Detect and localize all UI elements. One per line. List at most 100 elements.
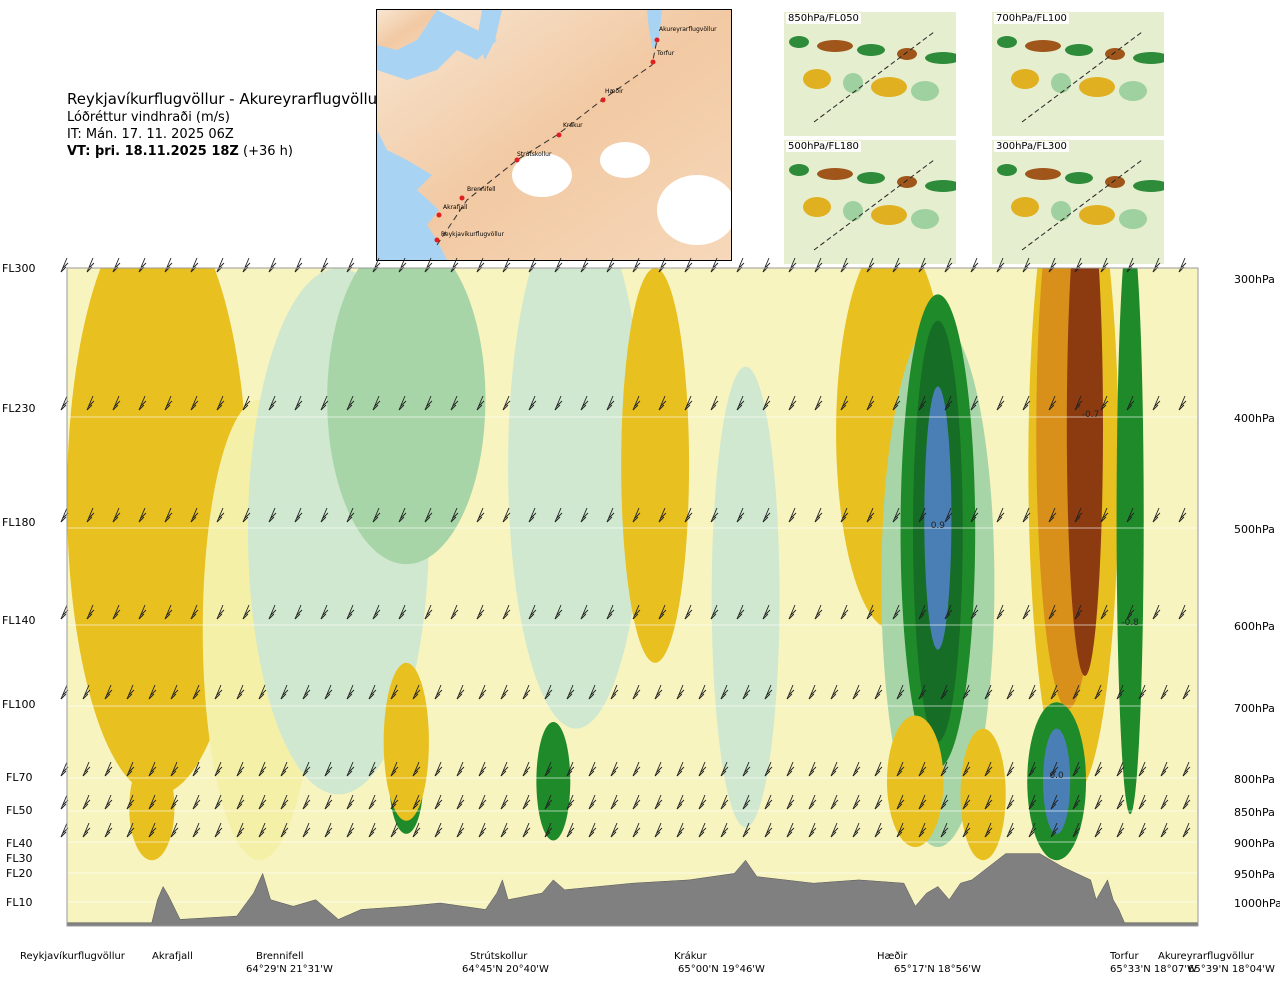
wind-barb (606, 507, 615, 523)
wind-barb (192, 761, 201, 777)
wind-barb (1074, 604, 1083, 620)
wind-barb (478, 822, 487, 838)
thumbnail-500hpa[interactable]: 500hPa/FL180 (784, 140, 956, 264)
wind-barb (554, 395, 563, 411)
wind-barb (502, 395, 511, 411)
wind-barb (830, 794, 839, 810)
wind-barb (1074, 395, 1083, 411)
thumbnail-field-patch (803, 69, 831, 89)
thumbnail-field-patch (1065, 172, 1093, 184)
wind-barb (1160, 761, 1169, 777)
wind-barb (236, 822, 245, 838)
wind-barb (112, 395, 121, 411)
wind-barb (164, 507, 173, 523)
thumbnail-700hpa[interactable]: 700hPa/FL100 (992, 12, 1164, 136)
wind-barb (412, 761, 421, 777)
blob-up (536, 722, 571, 841)
wind-barb (1126, 507, 1135, 523)
wind-barb (148, 761, 157, 777)
wind-barb (710, 507, 719, 523)
wind-barb (720, 761, 729, 777)
wind-barb (840, 507, 849, 523)
wind-barb (126, 684, 135, 700)
thumbnail-route-line (813, 31, 935, 123)
wind-barb (372, 395, 381, 411)
fl-label-50: FL50 (6, 804, 33, 817)
wind-barb (698, 794, 707, 810)
thumbnail-field-patch (897, 48, 917, 60)
map-label-torfur: Torfur (657, 50, 675, 57)
wind-barb (528, 395, 537, 411)
wind-barb (214, 761, 223, 777)
thumbnail-label: 700hPa/FL100 (994, 13, 1069, 24)
wind-barb (962, 684, 971, 700)
wind-barb (170, 761, 179, 777)
initial-time: IT: Mán. 17. 11. 2025 06Z (67, 127, 234, 142)
thumbnail-field-patch (1025, 168, 1061, 180)
wind-barb (242, 395, 251, 411)
wind-barb (874, 761, 883, 777)
wind-barb (500, 822, 509, 838)
fl-label-140: FL140 (2, 614, 36, 627)
wind-barb (148, 684, 157, 700)
wind-barb (736, 507, 745, 523)
wind-barb (104, 794, 113, 810)
wind-barb (368, 822, 377, 838)
blob-weak-up (711, 366, 780, 828)
wind-barb (214, 684, 223, 700)
wind-barb (940, 761, 949, 777)
wind-barb (632, 822, 641, 838)
station-brennifell: Brennifell (256, 951, 304, 962)
wind-barb (368, 761, 377, 777)
thumbnail-field-patch (1133, 180, 1164, 192)
wind-barb (372, 507, 381, 523)
wind-barb (1050, 822, 1059, 838)
thumbnail-route-line (1021, 31, 1143, 123)
thumbnail-field-patch (925, 52, 956, 64)
wind-barb (962, 794, 971, 810)
wind-barb (346, 604, 355, 620)
wind-barb (424, 395, 433, 411)
wind-barb (676, 794, 685, 810)
wind-barb (1072, 794, 1081, 810)
wind-barb (346, 822, 355, 838)
fl-label-40: FL40 (6, 837, 33, 850)
wind-barb (148, 822, 157, 838)
thumbnail-850hpa[interactable]: 850hPa/FL050 (784, 12, 956, 136)
wind-barb (1160, 684, 1169, 700)
thumbnail-field-patch (1119, 81, 1147, 101)
wind-barb (654, 794, 663, 810)
wind-barb (840, 604, 849, 620)
wind-barb (940, 822, 949, 838)
wind-barb (1072, 822, 1081, 838)
wind-barb (1160, 822, 1169, 838)
wind-barb (320, 507, 329, 523)
wind-barb (368, 794, 377, 810)
wind-barb (544, 761, 553, 777)
wind-barb (742, 761, 751, 777)
wind-barb (588, 761, 597, 777)
station-reykjavik: Reykjavíkurflugvöllur (20, 951, 125, 962)
thumbnail-field-patch (997, 36, 1017, 48)
wind-barb (138, 604, 147, 620)
wind-barb (412, 822, 421, 838)
wind-barb (86, 395, 95, 411)
wind-barb (320, 604, 329, 620)
wind-barb (940, 794, 949, 810)
wind-barb (918, 822, 927, 838)
wind-barb (1182, 761, 1191, 777)
wind-barb (236, 794, 245, 810)
extrema-labels: 0.9 -0.7 -0.8 0.0 (931, 410, 1139, 781)
station-krakur: Krákur (674, 951, 707, 962)
wind-barb (268, 507, 277, 523)
wind-barb (214, 822, 223, 838)
wind-barb (1094, 761, 1103, 777)
thumbnail-300hpa[interactable]: 300hPa/FL300 (992, 140, 1164, 264)
wind-barb (434, 684, 443, 700)
wind-barb (164, 395, 173, 411)
wind-barb (874, 822, 883, 838)
wind-barb (764, 684, 773, 700)
thumbnail-field-patch (1025, 40, 1061, 52)
wind-barb (610, 761, 619, 777)
wind-barb (1116, 761, 1125, 777)
